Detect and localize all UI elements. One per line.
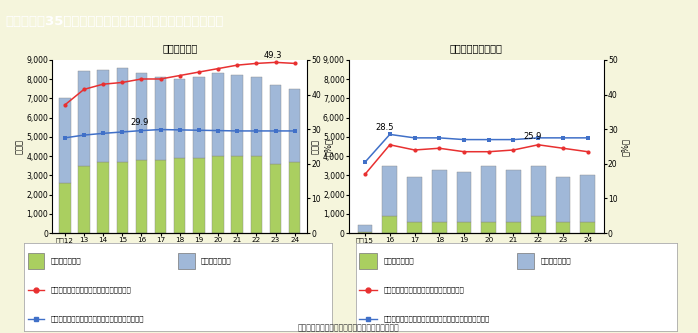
Bar [59,99,70,183]
Y-axis label: （%）: （%） [324,138,333,156]
Bar [269,85,281,164]
Bar [432,221,447,233]
Bar [251,156,262,233]
Text: 28.5: 28.5 [375,123,394,132]
Bar [155,77,166,160]
Bar [407,177,422,221]
Bar [174,158,186,233]
Bar [27,253,45,269]
Bar [232,75,243,156]
Bar [383,216,397,233]
Text: （年度）: （年度） [308,260,327,269]
Text: 社会人男性人数: 社会人男性人数 [201,257,232,264]
Bar [78,72,90,166]
Bar [517,253,534,269]
Bar [97,162,109,233]
Bar [135,73,147,160]
Bar [580,221,595,233]
Text: 第１－特－35図　社会人大学院入学者数の推移（男女別）: 第１－特－35図 社会人大学院入学者数の推移（男女別） [6,15,224,28]
Y-axis label: （%）: （%） [621,138,630,156]
Text: 社会人入学者に占める女性割合（右目盛）: 社会人入学者に占める女性割合（右目盛） [50,287,131,293]
Text: 修士課程入学者全体に占める女性割合（右目盛）: 修士課程入学者全体に占める女性割合（右目盛） [50,316,144,322]
Bar [78,166,90,233]
Text: 社会人男性人数: 社会人男性人数 [540,257,571,264]
Bar [155,160,166,233]
Bar [383,166,397,216]
Bar [482,166,496,221]
Bar [357,225,373,232]
Bar [506,169,521,221]
Bar [359,253,377,269]
Bar [289,162,300,233]
Bar [357,232,373,233]
Bar [289,89,300,162]
Bar [232,156,243,233]
Bar [59,183,70,233]
Bar [117,162,128,233]
Bar [530,166,546,216]
Bar [135,160,147,233]
Text: 社会人女性人数: 社会人女性人数 [50,257,81,264]
Bar [251,77,262,156]
Bar [193,158,205,233]
Bar [482,221,496,233]
Bar [212,156,224,233]
Bar [456,221,471,233]
Bar [556,177,570,221]
Bar [117,68,128,162]
Bar [178,253,195,269]
Text: 〈修士課程〉: 〈修士課程〉 [162,44,198,54]
Bar [212,73,224,156]
Text: （備考）文部科学省「学校基本調査」より作成。: （備考）文部科学省「学校基本調査」より作成。 [298,324,400,333]
Bar [269,164,281,233]
Text: 〈専門職学位課程〉: 〈専門職学位課程〉 [450,44,503,54]
Bar [506,221,521,233]
Text: 社会人女性人数: 社会人女性人数 [383,257,414,264]
Text: 49.3: 49.3 [264,51,283,60]
Text: 社会人入学者に占める女性割合（右目盛）: 社会人入学者に占める女性割合（右目盛） [383,287,464,293]
Bar [193,77,205,158]
Text: 専門職学位課程入学者全体に占める女性割合（右目盛）: 専門職学位課程入学者全体に占める女性割合（右目盛） [383,316,489,322]
Text: （年度）: （年度） [605,260,623,269]
Bar [174,79,186,158]
Bar [580,175,595,221]
Y-axis label: （人）: （人） [311,139,320,154]
Bar [556,221,570,233]
Bar [432,169,447,221]
Y-axis label: （人）: （人） [15,139,24,154]
Text: 29.9: 29.9 [130,118,148,127]
Text: 25.9: 25.9 [524,132,542,141]
Bar [407,221,422,233]
Bar [456,171,471,221]
Bar [97,70,109,162]
Bar [530,216,546,233]
